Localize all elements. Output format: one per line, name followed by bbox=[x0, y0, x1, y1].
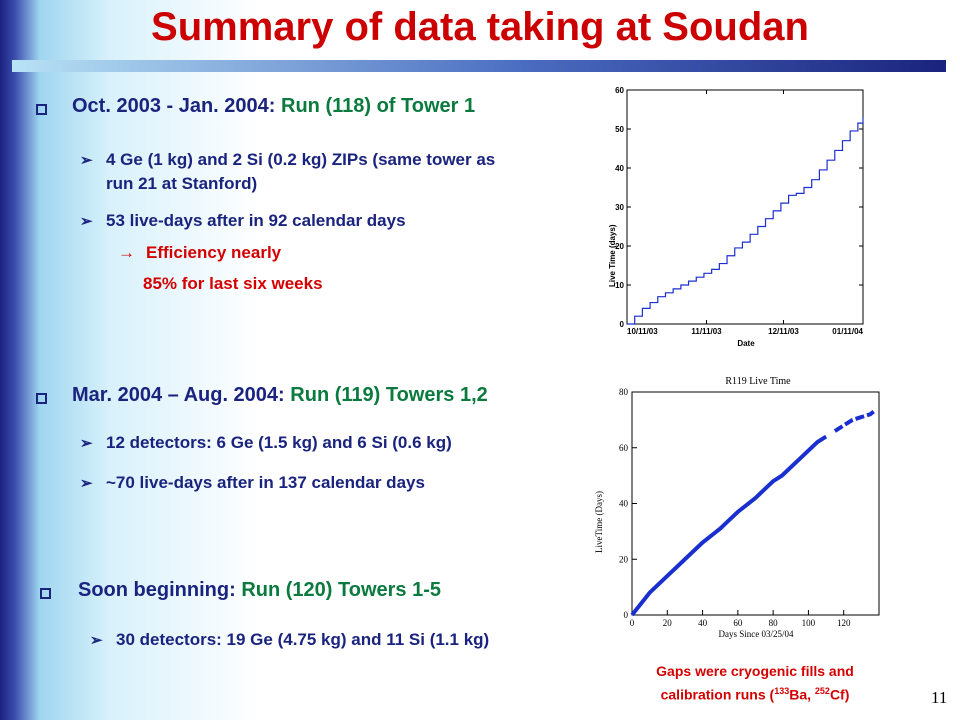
x-tick-label: 12/11/03 bbox=[768, 327, 799, 336]
x-tick-label: 100 bbox=[802, 618, 816, 628]
caption-superscript: 133 bbox=[774, 686, 790, 696]
x-tick-label: 11/11/03 bbox=[691, 327, 722, 336]
title-underline-bar bbox=[12, 60, 946, 72]
arrow-bullet-icon: ➢ bbox=[80, 152, 93, 169]
arrow-right-icon: → bbox=[118, 243, 135, 262]
efficiency-line: Efficiency nearly bbox=[146, 243, 282, 262]
arrow-bullet-icon: ➢ bbox=[80, 213, 93, 230]
list-item: 12 detectors: 6 Ge (1.5 kg) and 6 Si (0.… bbox=[106, 433, 452, 452]
page-number: 11 bbox=[931, 688, 948, 707]
y-axis-label: LiveTime (Days) bbox=[594, 491, 604, 553]
y-tick-label: 20 bbox=[619, 554, 629, 564]
series-line bbox=[630, 434, 828, 617]
efficiency-line: 85% for last six weeks bbox=[143, 274, 323, 293]
x-tick-label: 01/11/04 bbox=[832, 327, 863, 336]
x-axis-label: Date bbox=[737, 339, 755, 348]
x-tick-label: 60 bbox=[733, 618, 743, 628]
y-tick-label: 0 bbox=[624, 610, 629, 620]
arrow-bullet-icon: ➢ bbox=[80, 475, 93, 492]
list-item: 4 Ge (1 kg) and 2 Si (0.2 kg) ZIPs (same… bbox=[106, 150, 496, 169]
y-tick-label: 30 bbox=[615, 203, 624, 212]
x-tick-label: 0 bbox=[630, 618, 635, 628]
y-tick-label: 20 bbox=[615, 242, 624, 251]
section-run-label: Run (120) Towers 1-5 bbox=[241, 579, 441, 601]
y-tick-label: 10 bbox=[615, 281, 624, 290]
y-tick-label: 50 bbox=[615, 125, 624, 134]
x-tick-label: 20 bbox=[663, 618, 673, 628]
y-tick-label: 60 bbox=[615, 86, 624, 95]
run119-live-time-chart: R119 Live Time LiveTime (Days) Days Sinc… bbox=[594, 376, 880, 639]
series-line bbox=[627, 117, 864, 325]
list-item: run 21 at Stanford) bbox=[106, 174, 258, 193]
section-dates: Mar. 2004 – Aug. 2004: bbox=[72, 384, 285, 406]
caption-text: calibration runs ( bbox=[660, 686, 775, 703]
section-heading-run120: Soon beginning: Run (120) Towers 1-5 bbox=[78, 579, 441, 602]
list-item: 53 live-days after in 92 calendar days bbox=[106, 211, 406, 230]
arrow-bullet-icon: ➢ bbox=[80, 435, 93, 452]
y-tick-label: 40 bbox=[615, 164, 624, 173]
chart-title: R119 Live Time bbox=[725, 376, 791, 387]
square-bullet-icon bbox=[40, 584, 51, 604]
left-gradient-band bbox=[0, 0, 260, 720]
y-tick-label: 0 bbox=[620, 320, 625, 329]
x-tick-label: 10/11/03 bbox=[627, 327, 658, 336]
run118-live-time-chart: Live Time (days) Date Run 118 0102030405… bbox=[608, 86, 864, 348]
y-tick-label: 80 bbox=[619, 387, 629, 397]
square-bullet-icon bbox=[36, 100, 47, 120]
page-title: Summary of data taking at Soudan bbox=[151, 5, 809, 49]
caption-line: Gaps were cryogenic fills and bbox=[656, 663, 854, 679]
caption-superscript: 252 bbox=[814, 686, 830, 696]
y-tick-label: 40 bbox=[619, 499, 629, 509]
list-item: ~70 live-days after in 137 calendar days bbox=[106, 473, 425, 492]
chart-caption: Gaps were cryogenic fills and calibratio… bbox=[620, 661, 890, 705]
x-axis-label: Days Since 03/25/04 bbox=[719, 629, 794, 639]
caption-text: Ba, bbox=[789, 686, 815, 703]
y-axis-label: Live Time (days) bbox=[608, 224, 617, 287]
section-run-label: Run (118) of Tower 1 bbox=[281, 95, 476, 117]
x-tick-label: 40 bbox=[698, 618, 708, 628]
list-item: 30 detectors: 19 Ge (4.75 kg) and 11 Si … bbox=[116, 630, 490, 649]
section-heading-run119: Mar. 2004 – Aug. 2004: Run (119) Towers … bbox=[72, 384, 488, 407]
x-tick-label: 120 bbox=[837, 618, 851, 628]
caption-text: Cf) bbox=[829, 686, 850, 703]
section-dates: Oct. 2003 - Jan. 2004: bbox=[72, 95, 276, 117]
y-tick-label: 60 bbox=[619, 443, 629, 453]
square-bullet-icon bbox=[36, 389, 47, 409]
caption-line: calibration runs (133Ba, 252Cf) bbox=[620, 681, 890, 705]
section-heading-run118: Oct. 2003 - Jan. 2004: Run (118) of Towe… bbox=[72, 95, 475, 118]
section-dates: Soon beginning: bbox=[78, 579, 236, 601]
section-run-label: Run (119) Towers 1,2 bbox=[290, 384, 488, 406]
plot-frame bbox=[626, 89, 864, 325]
series-line bbox=[833, 409, 875, 433]
arrow-bullet-icon: ➢ bbox=[90, 632, 103, 649]
x-tick-label: 80 bbox=[769, 618, 779, 628]
